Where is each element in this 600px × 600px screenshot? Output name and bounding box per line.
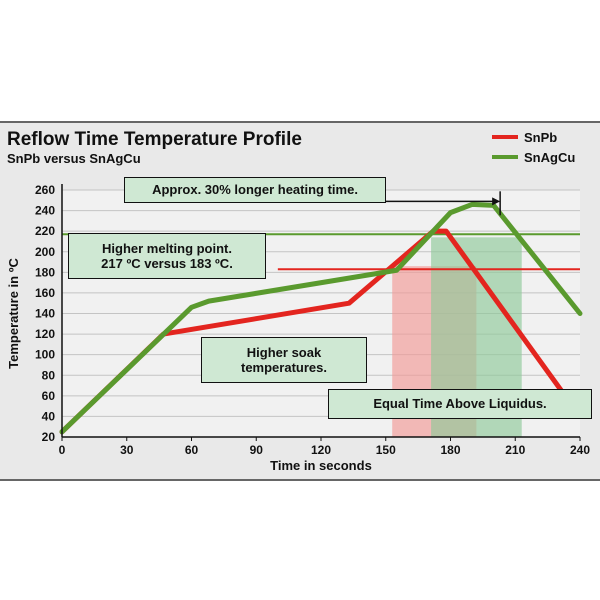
y-tick-label: 220 [35,224,55,238]
heating-arrow-head [492,197,501,206]
series-line-snagcu [59,201,583,435]
x-tick-label: 120 [311,443,331,457]
legend-swatch-snpb [492,135,518,139]
chart-title: Reflow Time Temperature Profile [7,129,302,150]
callout-liquidus: Equal Time Above Liquidus. [328,389,592,419]
callout-melting-point-line2: 217 ºC versus 183 ºC. [101,256,233,271]
callout-soak-temperatures: Higher soak temperatures. [201,337,367,383]
y-tick-label: 160 [35,286,55,300]
x-tick-label: 210 [505,443,525,457]
y-tick-label: 40 [42,409,56,423]
legend-label-snpb: SnPb [524,129,558,145]
y-tick-label: 200 [35,245,55,259]
x-tick-label: 240 [570,443,590,457]
x-axis-label: Time in seconds [270,458,372,473]
callout-heating-time-text: Approx. 30% longer heating time. [152,182,358,197]
legend-item-snpb: SnPb [492,127,575,147]
y-tick-label: 260 [35,183,55,197]
x-tick-label: 150 [376,443,396,457]
y-tick-label: 120 [35,327,55,341]
x-tick-label: 30 [120,443,134,457]
x-tick-label: 60 [185,443,199,457]
callout-soak-line2: temperatures. [241,360,327,375]
y-tick-label: 180 [35,265,55,279]
x-tick-label: 180 [440,443,460,457]
y-tick-label: 100 [35,348,55,362]
y-tick-label: 140 [35,307,55,321]
callout-heating-time: Approx. 30% longer heating time. [124,177,386,203]
y-tick-label: 240 [35,204,55,218]
y-tick-label: 20 [42,430,56,444]
y-tick-label: 60 [42,389,56,403]
legend-label-snagcu: SnAgCu [524,149,576,165]
legend-item-snagcu: SnAgCu [492,147,575,167]
chart-subtitle: SnPb versus SnAgCu [7,151,141,166]
y-tick-label: 80 [42,368,56,382]
y-axis-label: Temperature in ºC [6,258,21,369]
x-tick-label: 0 [59,443,66,457]
legend: SnPb SnAgCu [492,127,575,167]
callout-melting-point-line1: Higher melting point. [102,241,232,256]
callout-melting-point: Higher melting point. 217 ºC versus 183 … [68,233,266,279]
callout-soak-line1: Higher soak [246,345,322,360]
chart-figure: 20 40 60 80 100 120 140 160 180 200 220 240 260 0 30 60… [0,121,600,481]
legend-swatch-snagcu [492,155,518,159]
x-tick-label: 90 [250,443,264,457]
callout-liquidus-text: Equal Time Above Liquidus. [373,396,547,411]
